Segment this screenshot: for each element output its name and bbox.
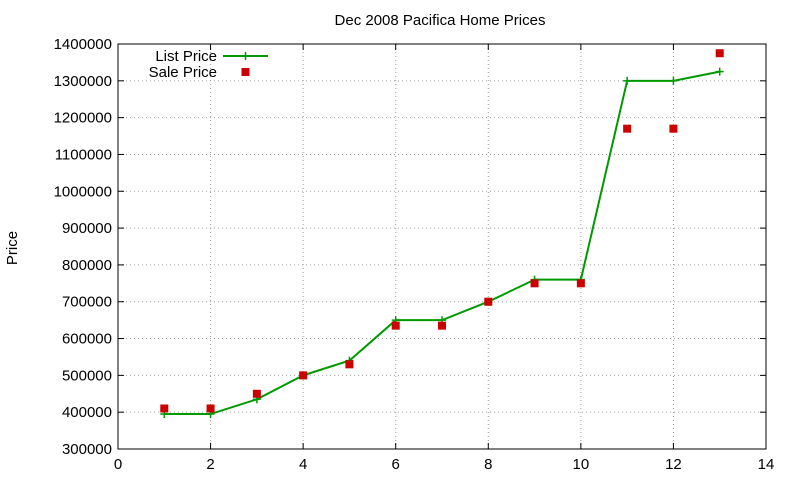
sale-price-point bbox=[576, 279, 585, 288]
y-tick-label: 1300000 bbox=[54, 73, 112, 90]
sale-price-point bbox=[623, 124, 632, 133]
y-tick-label: 700000 bbox=[62, 294, 112, 311]
legend-label: List Price bbox=[155, 48, 217, 65]
sale-price-point bbox=[252, 389, 261, 398]
legend-swatch-marker bbox=[241, 68, 250, 76]
chart-title: Dec 2008 Pacifica Home Prices bbox=[335, 12, 546, 29]
y-tick-label: 900000 bbox=[62, 220, 112, 237]
x-tick-label: 4 bbox=[299, 456, 307, 473]
y-tick-label: 1400000 bbox=[54, 36, 112, 53]
series-1 bbox=[160, 49, 724, 413]
x-tick-label: 14 bbox=[758, 456, 775, 473]
list-price-line bbox=[164, 70, 720, 416]
sale-price-point bbox=[530, 279, 539, 288]
sale-price-point bbox=[715, 49, 724, 58]
tick-layer: 0 2 4 6 8 10 12 14 300000 400000 500000 600000 70000… bbox=[54, 36, 775, 473]
sale-price-point bbox=[669, 124, 678, 133]
y-tick-label: 400000 bbox=[62, 404, 112, 421]
sale-price-point bbox=[160, 404, 169, 413]
x-tick-label: 8 bbox=[484, 456, 492, 473]
legend-label: Sale Price bbox=[149, 64, 217, 81]
sale-price-point bbox=[299, 371, 308, 380]
legend-swatch-marker bbox=[241, 52, 250, 60]
series-layer bbox=[160, 49, 724, 419]
sale-price-point bbox=[345, 360, 354, 369]
x-tick-label: 10 bbox=[573, 456, 590, 473]
grid-layer bbox=[118, 44, 766, 449]
y-tick-label: 300000 bbox=[62, 441, 112, 458]
list-price-point bbox=[669, 76, 678, 85]
y-tick-label: 600000 bbox=[62, 331, 112, 348]
y-axis-label: Price bbox=[4, 231, 21, 265]
sale-price-point bbox=[438, 321, 446, 330]
plot-frame bbox=[117, 43, 767, 450]
x-tick-label: 6 bbox=[392, 456, 400, 473]
y-tick-label: 1200000 bbox=[54, 110, 112, 127]
y-tick-label: 1100000 bbox=[55, 146, 112, 163]
y-tick-label: 500000 bbox=[62, 367, 112, 384]
sale-price-point bbox=[206, 404, 215, 413]
x-tick-label: 12 bbox=[665, 456, 682, 473]
list-price-point bbox=[623, 76, 632, 85]
sale-price-point bbox=[484, 297, 493, 306]
sale-price-point bbox=[391, 321, 400, 330]
y-tick-label: 800000 bbox=[62, 257, 112, 274]
y-tick-label: 1000000 bbox=[54, 183, 112, 200]
x-tick-label: 0 bbox=[114, 456, 122, 473]
x-tick-label: 2 bbox=[206, 456, 214, 473]
series-0 bbox=[160, 67, 724, 419]
list-price-point bbox=[715, 67, 724, 76]
